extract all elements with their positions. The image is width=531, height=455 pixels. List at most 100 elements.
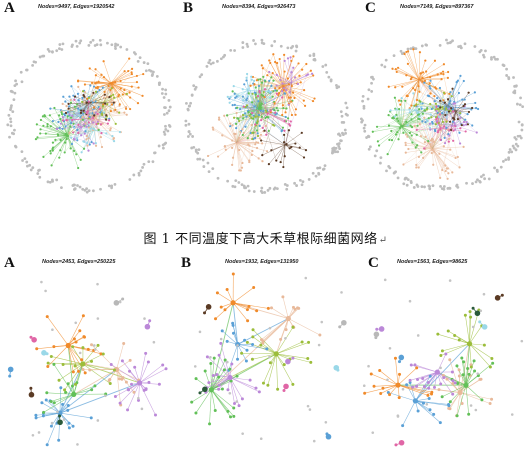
node: [44, 132, 47, 135]
node: [369, 372, 373, 376]
edge: [425, 106, 448, 123]
node: [475, 131, 478, 134]
edge: [67, 345, 82, 360]
hub-node: [457, 389, 463, 396]
node: [259, 338, 263, 342]
node: [454, 156, 457, 160]
node: [268, 59, 271, 62]
satellite-node: [57, 419, 63, 426]
node: [457, 338, 461, 342]
node: [464, 118, 467, 121]
edge: [398, 109, 402, 127]
node: [303, 104, 307, 107]
node: [414, 88, 417, 92]
node: [68, 105, 71, 108]
node: [59, 386, 63, 390]
node: [142, 388, 146, 392]
isolated-node: [400, 52, 404, 56]
edge: [276, 353, 308, 359]
node: [460, 124, 463, 127]
node: [49, 107, 52, 110]
edge: [262, 68, 284, 87]
node: [442, 73, 445, 76]
node: [246, 72, 249, 76]
node: [114, 108, 117, 111]
edge: [259, 107, 287, 122]
node: [44, 398, 48, 402]
edge: [456, 107, 473, 112]
isolated-node: [479, 175, 483, 179]
node: [253, 91, 256, 94]
edge: [410, 371, 438, 381]
isolated-node: [76, 443, 79, 446]
node: [416, 124, 419, 127]
isolated-node: [50, 178, 54, 182]
edge: [442, 343, 470, 352]
node: [441, 120, 445, 123]
node: [284, 115, 287, 119]
node: [447, 402, 451, 406]
edge: [236, 142, 253, 152]
node: [87, 96, 91, 99]
isolated-node: [343, 128, 347, 132]
edge: [374, 384, 399, 387]
node: [251, 335, 255, 339]
isolated-node: [162, 96, 166, 99]
node: [424, 121, 427, 124]
node: [94, 68, 97, 71]
node: [445, 377, 449, 381]
isolated-node: [107, 184, 111, 188]
node: [239, 108, 242, 111]
node: [272, 90, 275, 93]
node: [425, 118, 428, 122]
isolated-node: [465, 181, 468, 185]
node: [446, 177, 449, 180]
node: [135, 74, 138, 78]
isolated-node: [254, 42, 257, 46]
node: [431, 138, 434, 141]
edge: [59, 394, 75, 414]
node: [428, 374, 432, 378]
edge: [267, 353, 277, 386]
node: [283, 59, 286, 63]
node: [58, 126, 61, 129]
node: [388, 393, 392, 397]
node: [107, 87, 110, 90]
edge: [250, 107, 257, 134]
edge: [89, 92, 94, 103]
edge: [455, 105, 464, 112]
isolated-node: [409, 47, 413, 51]
edge: [438, 389, 461, 393]
node: [233, 92, 236, 95]
isolated-node: [416, 185, 420, 188]
edge: [404, 53, 420, 80]
node: [396, 131, 399, 134]
node: [247, 92, 250, 95]
isolated-node: [318, 166, 322, 170]
isolated-node: [496, 57, 499, 61]
node: [472, 359, 476, 363]
satellite-node: [398, 354, 405, 361]
node: [451, 107, 455, 111]
node: [60, 111, 63, 114]
isolated-node: [431, 184, 435, 188]
isolated-node: [320, 320, 324, 324]
isolated-node: [366, 97, 370, 101]
isolated-node: [25, 68, 29, 72]
isolated-node: [147, 160, 151, 164]
node: [300, 131, 303, 134]
isolated-node: [300, 183, 304, 187]
isolated-node: [471, 182, 474, 185]
node: [245, 104, 249, 107]
isolated-node: [520, 128, 524, 132]
edge: [268, 144, 286, 165]
edge: [256, 107, 307, 151]
isolated-node: [142, 61, 146, 64]
node: [86, 347, 90, 351]
node: [89, 416, 93, 420]
edge: [409, 382, 416, 401]
isolated-node: [20, 80, 24, 84]
isolated-node: [209, 356, 212, 359]
edge: [454, 335, 470, 345]
edge: [89, 68, 112, 84]
